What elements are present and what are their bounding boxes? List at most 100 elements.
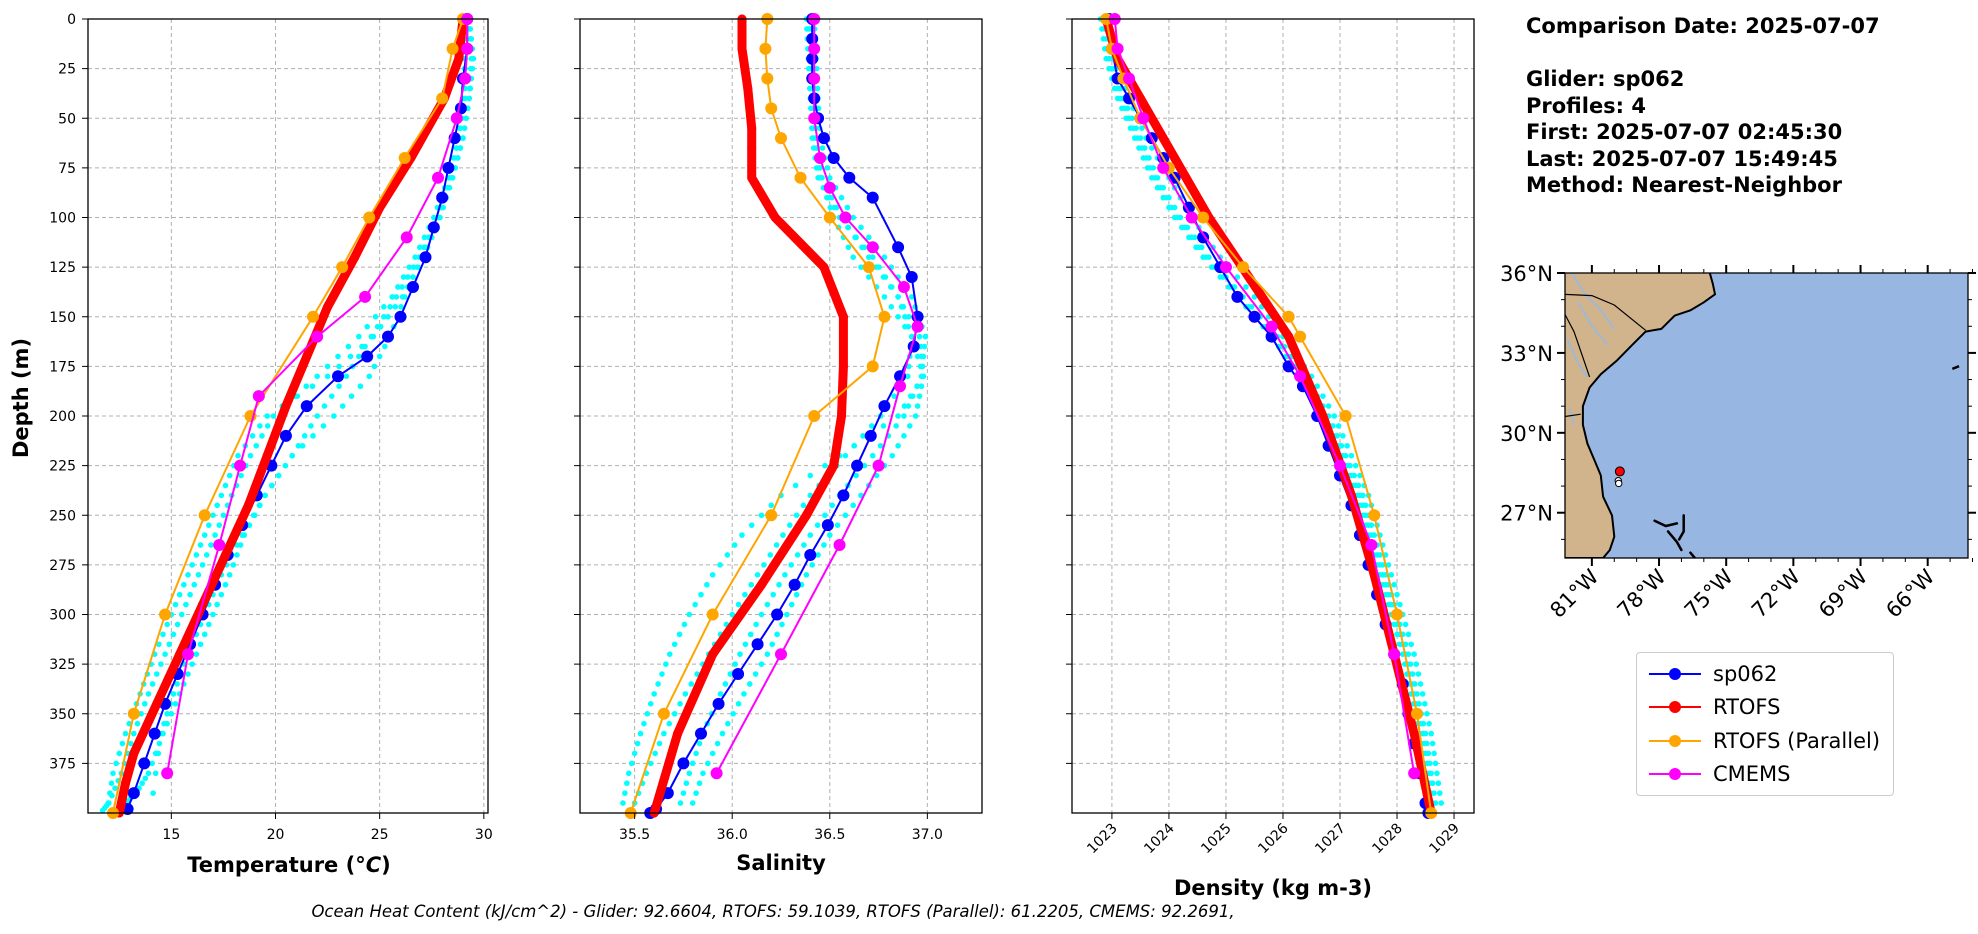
series-point xyxy=(427,221,440,234)
ytick-label: 375 xyxy=(49,756,76,772)
glider-profile-point xyxy=(189,661,195,667)
glider-profile-point xyxy=(1151,175,1158,181)
glider-profile-point xyxy=(105,800,112,806)
series-line xyxy=(126,18,469,810)
ytick-label: 175 xyxy=(49,359,76,375)
glider-profile-point xyxy=(372,313,379,320)
series-point xyxy=(1409,729,1419,739)
map-border xyxy=(1565,293,1646,331)
glider-profile-point xyxy=(850,502,857,509)
location-map: 36°N 33°N 30°N 27°N 81°W 78°W 75°W 72°W 69°W 66°W xyxy=(1500,262,1976,623)
glider-profile-point xyxy=(1352,462,1359,469)
glider-profile-point xyxy=(786,522,793,528)
series-point xyxy=(279,429,292,442)
series-point xyxy=(771,608,784,621)
glider-profile-point xyxy=(753,621,759,628)
glider-profile-point xyxy=(822,512,828,519)
series-point xyxy=(398,151,411,164)
glider-profile-point xyxy=(181,581,187,588)
glider-profile-point xyxy=(112,785,118,791)
glider-profile-point xyxy=(389,294,395,300)
glider-profile-point xyxy=(895,413,901,419)
ytick-label: 250 xyxy=(49,508,76,524)
xtick-label: 35.5 xyxy=(619,827,650,843)
glider-profile-point xyxy=(634,740,641,747)
glider-profile-point xyxy=(314,373,320,380)
glider-profile-point xyxy=(1417,681,1424,687)
series-point xyxy=(400,231,413,244)
glider-profile-point xyxy=(395,284,401,290)
glider-profile-point xyxy=(1325,403,1332,409)
glider-profile-point xyxy=(1121,105,1128,112)
glider-profile-point xyxy=(693,750,699,757)
map-land xyxy=(1565,273,1717,558)
series-point xyxy=(1318,411,1328,421)
glider-profile-point xyxy=(131,730,137,737)
glider-profile-point xyxy=(398,304,404,310)
glider-profile-point xyxy=(860,433,866,439)
glider-profile-point xyxy=(1139,145,1145,151)
glider-profile-point xyxy=(110,770,116,777)
ylabel-depth: Depth (m) xyxy=(9,338,33,458)
series-point xyxy=(823,211,836,224)
series-point xyxy=(775,648,787,661)
legend-item-rtofs: RTOFS xyxy=(1637,691,1893,725)
info-spacer xyxy=(1526,40,1880,67)
glider-profile-point xyxy=(145,691,152,697)
glider-profile-point xyxy=(717,562,723,568)
series-point xyxy=(808,72,821,85)
series-point xyxy=(1170,153,1180,163)
glider-profile-point xyxy=(348,393,355,399)
glider-profile-point xyxy=(652,750,658,757)
glider-profile-point xyxy=(253,442,260,449)
map-markers xyxy=(1614,466,1625,488)
glider-profile-point xyxy=(828,194,835,201)
glider-profile-point xyxy=(1402,621,1409,628)
series-point xyxy=(234,459,247,472)
glider-profile-point xyxy=(1106,55,1112,62)
series-point xyxy=(148,727,161,740)
xtick-label: 36.5 xyxy=(814,827,845,843)
glider-profile-point xyxy=(921,343,928,350)
glider-profile-point xyxy=(1421,740,1427,747)
glider-profile-point xyxy=(1243,284,1249,290)
series-point xyxy=(182,648,194,661)
glider-profile-point xyxy=(1168,204,1175,211)
glider-profile-point xyxy=(1157,184,1164,191)
series-point xyxy=(897,280,910,293)
glider-profile-point xyxy=(1357,492,1363,499)
glider-profile-point xyxy=(294,393,301,399)
glider-profile-point xyxy=(625,770,632,777)
glider-profile-point xyxy=(677,800,684,806)
glider-profile-point xyxy=(666,651,673,657)
glider-profile-point xyxy=(850,214,857,221)
xtick-label: 25 xyxy=(371,827,389,843)
map-lon-label: 81°W xyxy=(1545,564,1603,622)
map-frame xyxy=(1564,272,1969,559)
glider-profile-point xyxy=(1422,750,1429,757)
glider-profile-point xyxy=(866,234,872,241)
xtick-label: 1028 xyxy=(1369,821,1406,858)
series-point xyxy=(262,451,272,461)
series-point xyxy=(336,261,349,274)
glider-profile-point xyxy=(914,383,920,390)
glider-profile-point xyxy=(689,760,696,767)
legend-item-rtofs-parallel: RTOFS (Parallel) xyxy=(1637,724,1893,758)
glider-profile-point xyxy=(861,462,868,469)
glider-profile-point xyxy=(873,264,879,270)
glider-profile-point xyxy=(1335,423,1342,429)
series-point xyxy=(712,697,725,710)
glider-profile-point xyxy=(1374,552,1380,558)
glider-profile-point xyxy=(347,353,354,360)
glider-profile-point xyxy=(845,244,852,251)
comparison-date: Comparison Date: 2025-07-07 xyxy=(1526,14,1880,38)
glider-profile-point xyxy=(364,323,370,330)
xtick-label: 1024 xyxy=(1141,820,1178,857)
series-rtofs-parallel xyxy=(1100,13,1438,819)
glider-profile-point xyxy=(813,65,820,72)
glider-profile-point xyxy=(858,264,864,270)
series-point xyxy=(127,707,140,720)
glider-profile-point xyxy=(1163,194,1169,201)
glider-profile-point xyxy=(729,611,736,618)
glider-profile-point xyxy=(676,631,683,638)
